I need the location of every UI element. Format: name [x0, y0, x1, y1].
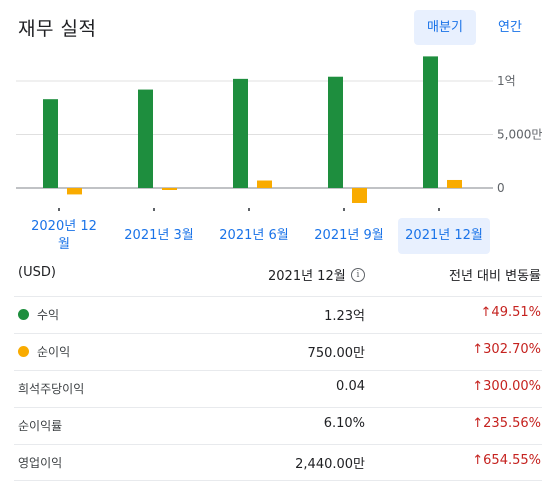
period-label-line2: 월 — [58, 237, 70, 252]
page-title: 재무 실적 — [18, 18, 97, 40]
revenue-bar — [233, 78, 248, 188]
period-tab-2021-06[interactable]: 2021년 6월 — [209, 218, 299, 254]
period-label-line1: 2020년 12 — [31, 219, 97, 234]
row-label-diluted-eps: 희석주당이익 — [18, 382, 85, 396]
revenue-bar — [138, 89, 153, 188]
diluted-eps-change: ↑300.00% — [472, 379, 541, 394]
revenue-bar — [328, 76, 343, 188]
net-income-bar — [162, 188, 177, 190]
x-axis-tick — [58, 208, 60, 211]
revenue-bar — [43, 99, 58, 188]
row-divider — [14, 370, 542, 371]
period-tab-2021-09[interactable]: 2021년 9월 — [304, 218, 394, 254]
revenue-value: 1.23억 — [324, 309, 365, 324]
period-column-header: 2021년 12월 — [268, 269, 346, 284]
revenue-bar — [423, 56, 438, 188]
row-label-operating-income: 영업이익 — [18, 456, 63, 470]
financial-bar-chart: 1억 5,000만 0 — [16, 56, 542, 203]
period-tab-2021-03[interactable]: 2021년 3월 — [114, 218, 204, 254]
annual-toggle-button[interactable]: 연간 — [498, 20, 522, 35]
period-label: 2021년 9월 — [314, 228, 384, 243]
x-axis-tick — [248, 208, 250, 211]
net-income-bar — [447, 179, 462, 188]
revenue-change: ↑49.51% — [480, 305, 541, 320]
quarterly-toggle-button[interactable]: 매분기 — [414, 10, 476, 45]
row-label-text: 수익 — [37, 308, 60, 322]
row-label-revenue: 수익 — [18, 306, 59, 323]
period-label: 2021년 12월 — [405, 228, 483, 243]
net-income-bar — [257, 180, 272, 188]
x-axis-tick — [153, 208, 155, 211]
net-income-bar — [67, 188, 82, 195]
row-divider — [14, 444, 542, 445]
row-label-net-margin: 순이익률 — [18, 419, 63, 433]
diluted-eps-value: 0.04 — [336, 379, 365, 394]
row-label-text: 순이익 — [37, 345, 71, 359]
y-tick-label: 0 — [497, 181, 505, 195]
operating-income-value: 2,440.00만 — [295, 457, 365, 472]
period-label: 2021년 3월 — [124, 228, 194, 243]
period-tab-2021-12[interactable]: 2021년 12월 — [398, 218, 490, 254]
change-column-header: 전년 대비 변동률 — [449, 269, 541, 284]
y-tick-label: 5,000만 — [497, 128, 542, 142]
row-label-net-income: 순이익 — [18, 343, 70, 360]
row-divider — [14, 407, 542, 408]
currency-label: (USD) — [18, 265, 56, 280]
info-icon[interactable]: i — [351, 268, 365, 282]
net-income-bar — [352, 188, 367, 203]
row-divider — [14, 480, 542, 481]
x-axis-tick — [343, 208, 345, 211]
revenue-legend-dot — [18, 309, 29, 320]
y-tick-label: 1억 — [497, 74, 516, 88]
period-label: 2021년 6월 — [219, 228, 289, 243]
x-axis-tick — [438, 208, 440, 211]
period-tab-2020-12[interactable]: 2020년 12 월 — [18, 218, 110, 254]
net-income-value: 750.00만 — [307, 346, 365, 361]
net-margin-value: 6.10% — [323, 416, 365, 431]
operating-income-change: ↑654.55% — [472, 453, 541, 468]
row-divider — [14, 296, 542, 297]
net-income-legend-dot — [18, 346, 29, 357]
row-divider — [14, 333, 542, 334]
net-margin-change: ↑235.56% — [472, 416, 541, 431]
net-income-change: ↑302.70% — [472, 342, 541, 357]
